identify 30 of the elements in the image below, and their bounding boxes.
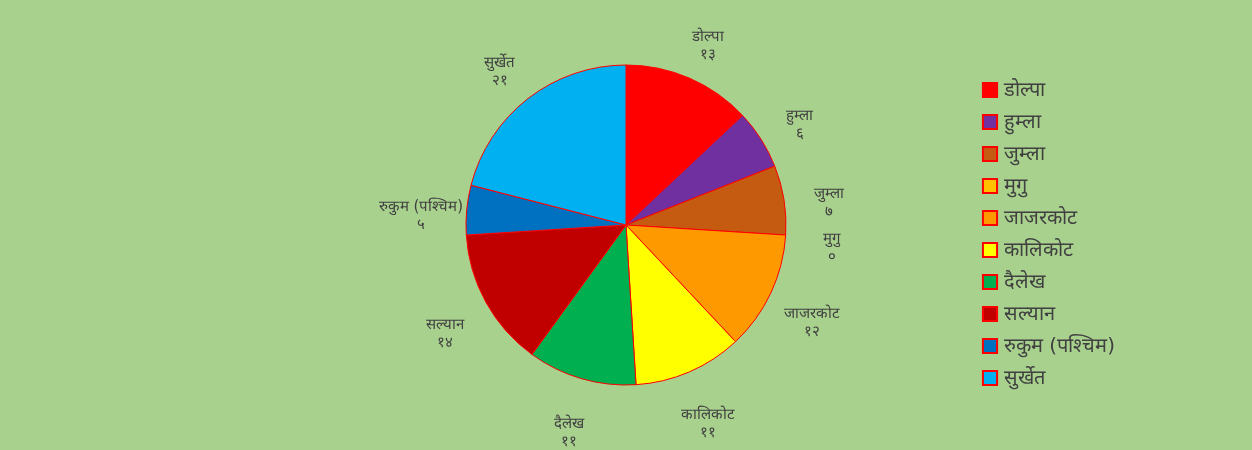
legend-label: सुर्खेत <box>1004 365 1046 390</box>
legend-label: जाजरकोट <box>1004 205 1078 229</box>
slice-label: दैलेख <box>553 413 585 432</box>
data-label: १२ <box>804 321 821 340</box>
category-label: मुगु <box>823 228 841 247</box>
data-label: २१ <box>491 71 508 90</box>
legend-label: सल्यान <box>1004 301 1056 325</box>
slice-label: कालिकोट <box>680 405 735 424</box>
slice-label: डोल्पा <box>690 26 725 45</box>
data-label: १४ <box>437 333 454 352</box>
data-label: ५ <box>416 214 425 233</box>
data-label: ११ <box>699 423 716 442</box>
slice-label: रुकुम (पश्चिम) <box>378 196 464 216</box>
data-label: ६ <box>795 123 804 142</box>
legend-label: हुम्ला <box>1004 109 1042 135</box>
data-label: ११ <box>560 431 577 450</box>
text: ० <box>827 246 836 265</box>
slice-label: सल्यान <box>426 315 466 334</box>
legend-label: डोल्पा <box>1003 77 1046 101</box>
data-label: १३ <box>699 44 716 63</box>
legend-label: रुकुम (पश्चिम) <box>1004 333 1115 358</box>
legend-label: मुगु <box>1004 173 1028 198</box>
slice-label: जुम्ला <box>814 183 846 203</box>
legend-label: जुम्ला <box>1004 141 1046 166</box>
legend-label: कालिकोट <box>1004 237 1074 261</box>
slice-label: हुम्ला <box>786 105 815 125</box>
slice-label: सुर्खेत <box>484 53 516 73</box>
data-label: ७ <box>825 201 834 220</box>
legend-label: दैलेख <box>1004 269 1046 293</box>
slice-label: जाजरकोट <box>784 303 841 322</box>
